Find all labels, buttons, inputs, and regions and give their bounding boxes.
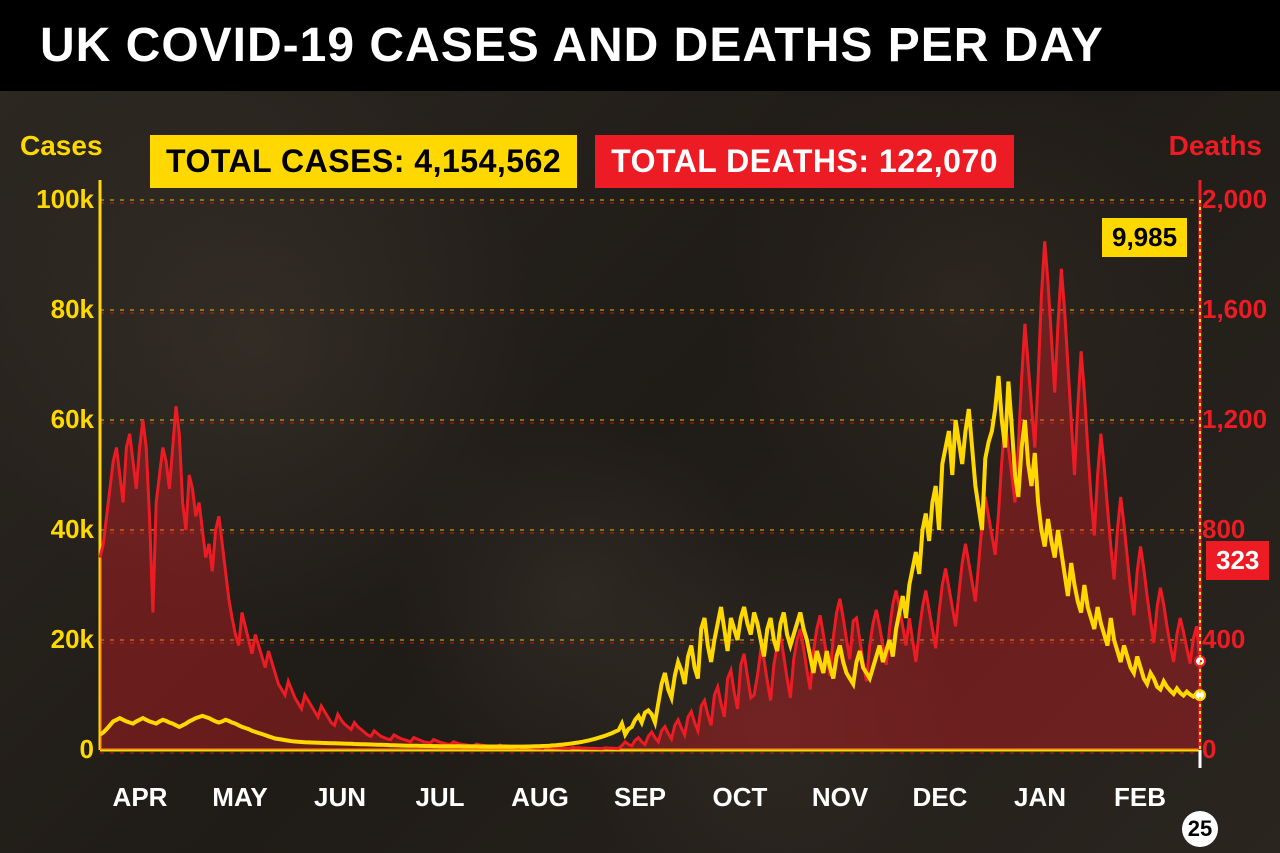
summary-badges: TOTAL CASES: 4,154,562 TOTAL DEATHS: 122… xyxy=(150,135,1014,188)
chart-title: UK COVID-19 CASES AND DEATHS PER DAY xyxy=(40,18,1240,73)
x-tick-month: MAY xyxy=(212,782,267,813)
total-deaths-badge: TOTAL DEATHS: 122,070 xyxy=(595,135,1014,188)
y-tick-cases: 80k xyxy=(14,294,94,325)
total-cases-badge: TOTAL CASES: 4,154,562 xyxy=(150,135,577,188)
x-tick-month: SEP xyxy=(614,782,666,813)
y-tick-cases: 60k xyxy=(14,404,94,435)
deaths-callout: 323 xyxy=(1206,541,1269,580)
x-tick-month: AUG xyxy=(511,782,569,813)
y-tick-deaths: 1,200 xyxy=(1202,404,1267,435)
y-tick-cases: 40k xyxy=(14,514,94,545)
x-tick-month: APR xyxy=(113,782,168,813)
y-tick-deaths: 400 xyxy=(1202,624,1245,655)
x-tick-month: JAN xyxy=(1014,782,1066,813)
x-tick-month: NOV xyxy=(812,782,868,813)
x-tick-month: DEC xyxy=(913,782,968,813)
cases-callout: 9,985 xyxy=(1102,218,1187,257)
x-tick-month: OCT xyxy=(713,782,768,813)
x-tick-month: JUL xyxy=(415,782,464,813)
y-tick-deaths: 1,600 xyxy=(1202,294,1267,325)
y-tick-deaths: 2,000 xyxy=(1202,184,1267,215)
y-tick-cases: 100k xyxy=(14,184,94,215)
x-tick-month: FEB xyxy=(1114,782,1166,813)
y-tick-deaths: 0 xyxy=(1202,734,1216,765)
chart-svg xyxy=(0,120,1280,853)
y-tick-cases: 0 xyxy=(14,734,94,765)
x-tick-month: JUN xyxy=(314,782,366,813)
day-marker: 25 xyxy=(1182,811,1218,847)
y-tick-cases: 20k xyxy=(14,624,94,655)
chart-container: Cases Deaths 020k40k60k80k100k 04008001,… xyxy=(0,120,1280,853)
title-bar: UK COVID-19 CASES AND DEATHS PER DAY xyxy=(0,0,1280,91)
